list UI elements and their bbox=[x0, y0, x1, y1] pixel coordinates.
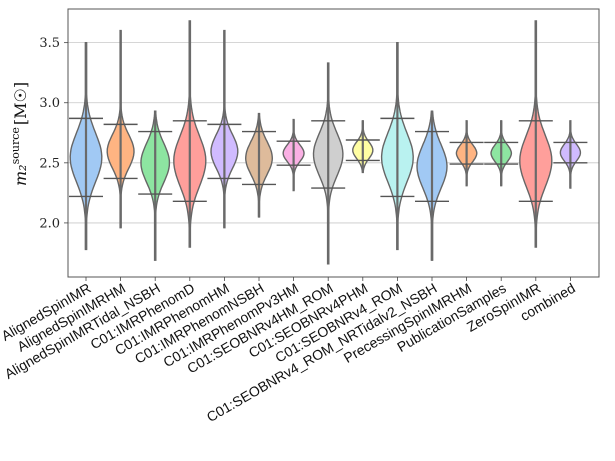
y-axis-label-superscript: source bbox=[9, 127, 22, 164]
y-tick-label: 2.0 bbox=[39, 216, 60, 231]
y-axis-label-unit: [M☉] bbox=[11, 82, 30, 125]
quantile-lines bbox=[69, 117, 588, 202]
violins bbox=[69, 20, 582, 265]
y-axis: 2.0 2.5 3.0 3.5 bbox=[39, 36, 68, 231]
y-axis-label-symbol: m₂ bbox=[11, 164, 30, 186]
y-tick-label: 2.5 bbox=[39, 156, 60, 171]
y-tick-label: 3.5 bbox=[39, 36, 60, 51]
y-tick-label: 3.0 bbox=[39, 96, 60, 111]
plot-frame bbox=[67, 8, 600, 278]
y-axis-label: m₂source [M☉] bbox=[9, 82, 30, 186]
x-axis: AlignedSpinIMRAlignedSpinIMRHMAlignedSpi… bbox=[0, 277, 578, 425]
